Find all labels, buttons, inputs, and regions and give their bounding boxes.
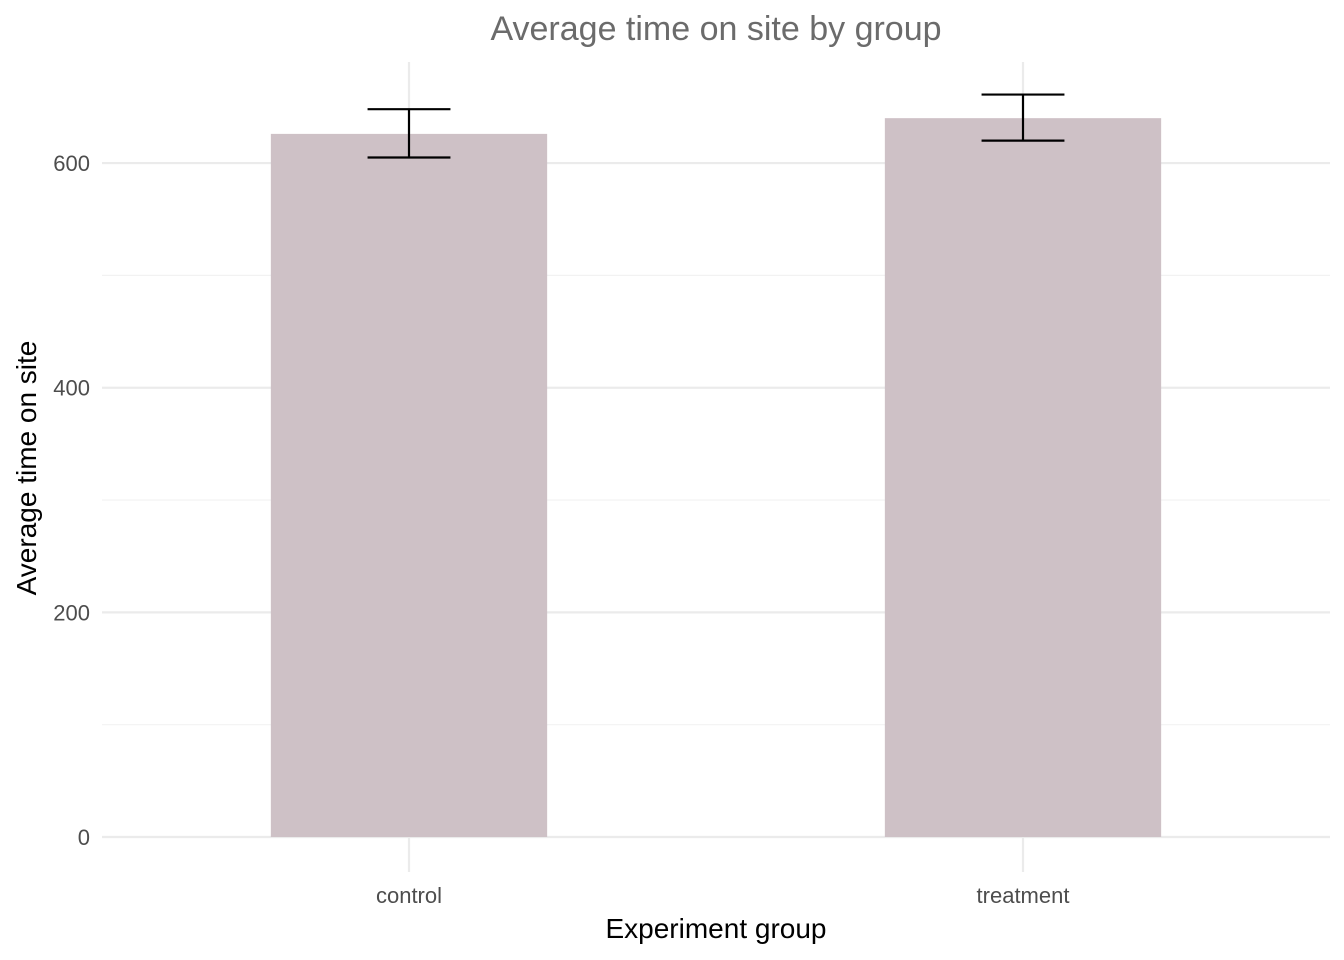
x-tick-label: treatment <box>977 883 1070 908</box>
bar-treatment <box>884 118 1162 837</box>
x-axis-title: Experiment group <box>605 913 826 944</box>
errorbar-control <box>367 108 451 159</box>
y-axis-ticks: 0 200 400 600 <box>53 151 90 850</box>
x-axis-ticks: control treatment <box>376 883 1069 908</box>
y-tick-label: 600 <box>53 151 90 176</box>
chart-title: Average time on site by group <box>490 10 941 48</box>
x-tick-label: control <box>376 883 442 908</box>
y-tick-label: 400 <box>53 376 90 401</box>
bar-control <box>270 133 548 838</box>
bars-layer <box>270 118 1162 838</box>
errorbar-treatment <box>981 93 1065 142</box>
errorbar-layer <box>367 93 1065 159</box>
y-tick-label: 0 <box>78 825 90 850</box>
y-tick-label: 200 <box>53 600 90 625</box>
y-axis-title: Average time on site <box>11 341 42 596</box>
